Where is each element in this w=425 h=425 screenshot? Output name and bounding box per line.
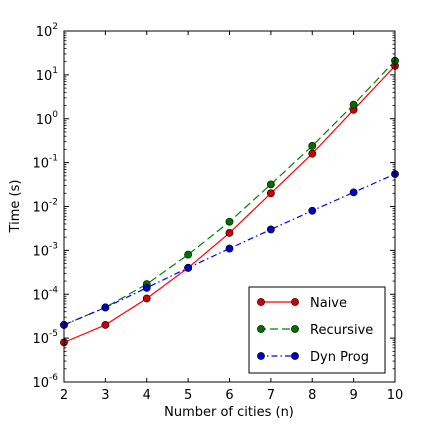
- y-tick-label: 10-1: [32, 154, 58, 172]
- legend: Naive Recursive Dyn Prog: [248, 286, 386, 374]
- legend-entry-1: Recursive: [257, 323, 373, 338]
- legend-marker: [257, 298, 265, 306]
- legend-marker: [257, 325, 265, 333]
- data-point: [225, 217, 234, 226]
- data-point: [266, 180, 275, 189]
- legend-entry-0: Naive: [257, 296, 347, 311]
- y-tick-label: 10-2: [32, 198, 58, 216]
- y-tick-label: 101: [36, 66, 58, 84]
- data-point: [225, 229, 234, 237]
- data-point: [308, 206, 317, 215]
- y-tick-label: 10-5: [32, 329, 58, 347]
- y-tick-label: 100: [36, 110, 59, 128]
- x-tick-label: 10: [387, 388, 404, 403]
- x-tick-label: 4: [143, 388, 151, 403]
- legend-frame: [248, 286, 386, 374]
- y-tick-label: 10-4: [32, 285, 58, 303]
- x-tick-label: 2: [60, 388, 68, 403]
- data-point: [266, 189, 275, 198]
- data-point: [101, 303, 110, 312]
- legend-label: Recursive: [310, 323, 373, 338]
- legend-marker: [291, 325, 299, 333]
- data-point: [101, 321, 110, 329]
- data-point: [225, 244, 234, 253]
- y-tick-label: 10-6: [32, 373, 58, 391]
- legend-label: Dyn Prog: [310, 350, 369, 365]
- x-tick-label: 6: [225, 388, 233, 403]
- x-ticks: 2 3 4 5 6 7 8 9 10: [60, 31, 403, 403]
- data-point: [142, 294, 151, 303]
- data-point: [184, 263, 193, 272]
- data-point: [349, 188, 358, 197]
- legend-marker: [257, 352, 265, 360]
- x-tick-label: 3: [101, 388, 109, 403]
- legend-entry-2: Dyn Prog: [257, 350, 369, 365]
- data-point: [349, 100, 358, 109]
- x-axis-label: Number of cities (n): [164, 405, 294, 420]
- y-tick-label: 10-3: [32, 241, 58, 259]
- x-tick-label: 8: [308, 388, 316, 403]
- x-tick-label: 5: [184, 388, 192, 403]
- data-point: [308, 142, 317, 150]
- y-axis-label: Time (s): [8, 180, 23, 234]
- y-tick-label: 102: [36, 22, 58, 40]
- legend-marker: [291, 352, 299, 360]
- data-point: [308, 149, 317, 158]
- x-tick-label: 9: [349, 388, 357, 403]
- series-layer: [60, 56, 399, 347]
- legend-marker: [291, 298, 299, 306]
- data-point: [142, 283, 151, 292]
- y-ticks: 10-6 10-5 10-4 10-3 10-2 10-1 100 101 102: [32, 22, 395, 391]
- data-point: [184, 250, 193, 259]
- data-point: [266, 225, 275, 234]
- legend-entries: Naive Recursive Dyn Prog: [257, 296, 373, 365]
- x-tick-label: 7: [267, 388, 275, 403]
- legend-label: Naive: [310, 296, 347, 311]
